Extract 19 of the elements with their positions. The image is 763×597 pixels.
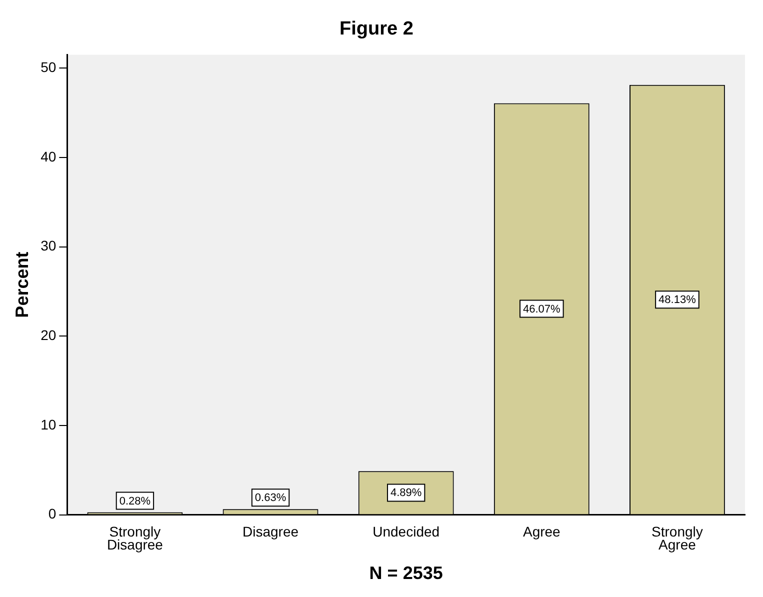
x-tick-label: Disagree	[242, 523, 299, 540]
data-label: 4.89%	[390, 487, 422, 500]
chart-title: Figure 2	[340, 18, 414, 40]
y-tick-label: 10	[40, 416, 56, 432]
y-axis-title: Percent	[12, 252, 32, 318]
y-tick-label: 0	[48, 506, 56, 522]
data-label: 46.07%	[522, 303, 561, 316]
data-label: 48.13%	[658, 294, 696, 306]
y-tick-label: 50	[40, 59, 56, 76]
y-tick-label: 30	[40, 238, 56, 254]
x-axis-title: N = 2535	[369, 563, 443, 584]
y-tick-label: 40	[40, 148, 56, 164]
y-tick-label: 20	[40, 327, 56, 344]
x-tick-label: Strongly Disagree	[106, 523, 164, 553]
data-label: 0.28%	[119, 495, 151, 508]
data-label: 0.63%	[254, 492, 286, 504]
x-tick-label: Agree	[522, 523, 561, 540]
x-tick-label: Strongly Agree	[652, 523, 703, 553]
x-tick-label: Undecided	[372, 523, 440, 540]
